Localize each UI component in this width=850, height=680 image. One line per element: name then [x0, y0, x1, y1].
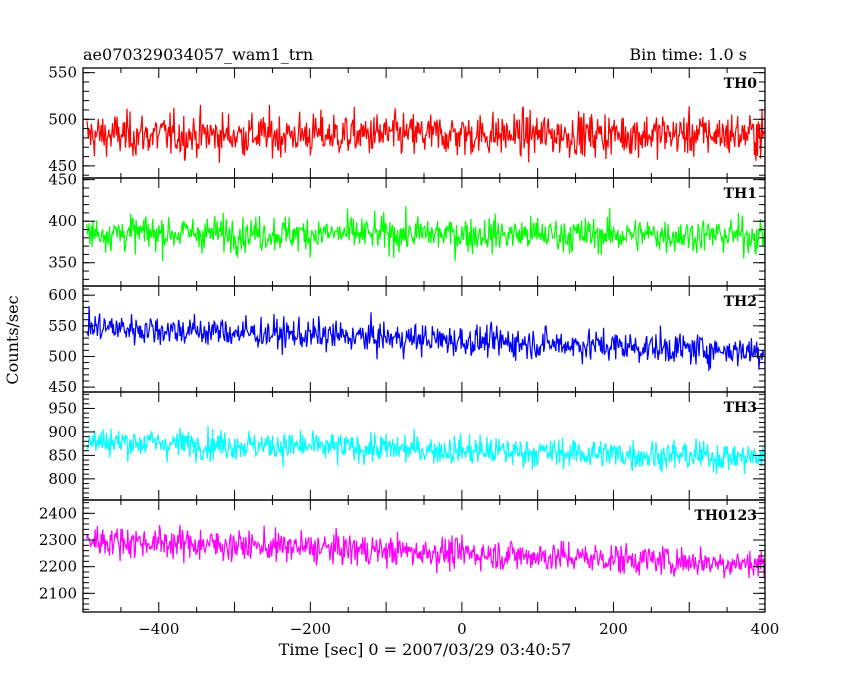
panel-th0123: 2100 2200 2300 2400 TH0123	[39, 499, 766, 613]
bin-time-label: Bin time: 1.0 s	[629, 45, 747, 64]
y-tick-label: 850	[48, 446, 77, 464]
x-tick-label: −400	[138, 620, 179, 638]
panel-label: TH3	[724, 400, 757, 416]
y-tick-label: 400	[48, 212, 77, 230]
y-axis-label: Counts/sec	[3, 295, 22, 384]
y-tick-label: 2300	[39, 531, 77, 549]
y-tick-label: 550	[48, 64, 77, 82]
panel-label: TH1	[724, 186, 757, 202]
y-tick-label: 900	[48, 423, 77, 441]
x-tick-label: −200	[290, 620, 331, 638]
x-tick-label: 400	[751, 620, 780, 638]
panel-label: TH2	[724, 294, 757, 310]
series-line-th2	[86, 306, 765, 372]
y-tick-label: 450	[48, 171, 77, 189]
panel-th1: 350 400 450 TH1	[48, 171, 766, 287]
y-tick-label: 450	[48, 378, 77, 396]
y-tick-label: 450	[48, 157, 77, 175]
y-tick-label: 500	[48, 347, 77, 365]
y-tick-label: 2200	[39, 558, 77, 576]
y-tick-label: 2100	[39, 584, 77, 602]
series-line-th1	[86, 206, 765, 262]
x-axis-label: Time [sec] 0 = 2007/03/29 03:40:57	[279, 640, 572, 659]
x-tick-label: 200	[599, 620, 628, 638]
panel-th0: 450 500 550 TH0	[48, 64, 766, 179]
x-tick-label: 0	[457, 620, 467, 638]
y-tick-label: 2400	[39, 504, 77, 522]
y-tick-label: 800	[48, 470, 77, 488]
y-tick-label: 350	[48, 254, 77, 272]
panel-th3: 800 850 900 950 TH3	[48, 391, 766, 501]
y-tick-label: 950	[48, 399, 77, 417]
panel-th2: 450 500 550 600 TH2	[48, 285, 766, 396]
chart-title: ae070329034057_wam1_trn	[83, 45, 313, 64]
panel-label: TH0	[724, 76, 758, 92]
series-line-th0123	[86, 524, 765, 579]
series-line-th0	[86, 104, 765, 163]
y-tick-label: 500	[48, 110, 77, 128]
panel-label: TH0123	[694, 508, 757, 524]
series-line-th3	[86, 425, 765, 475]
y-tick-label: 600	[48, 286, 77, 304]
y-tick-label: 550	[48, 317, 77, 335]
